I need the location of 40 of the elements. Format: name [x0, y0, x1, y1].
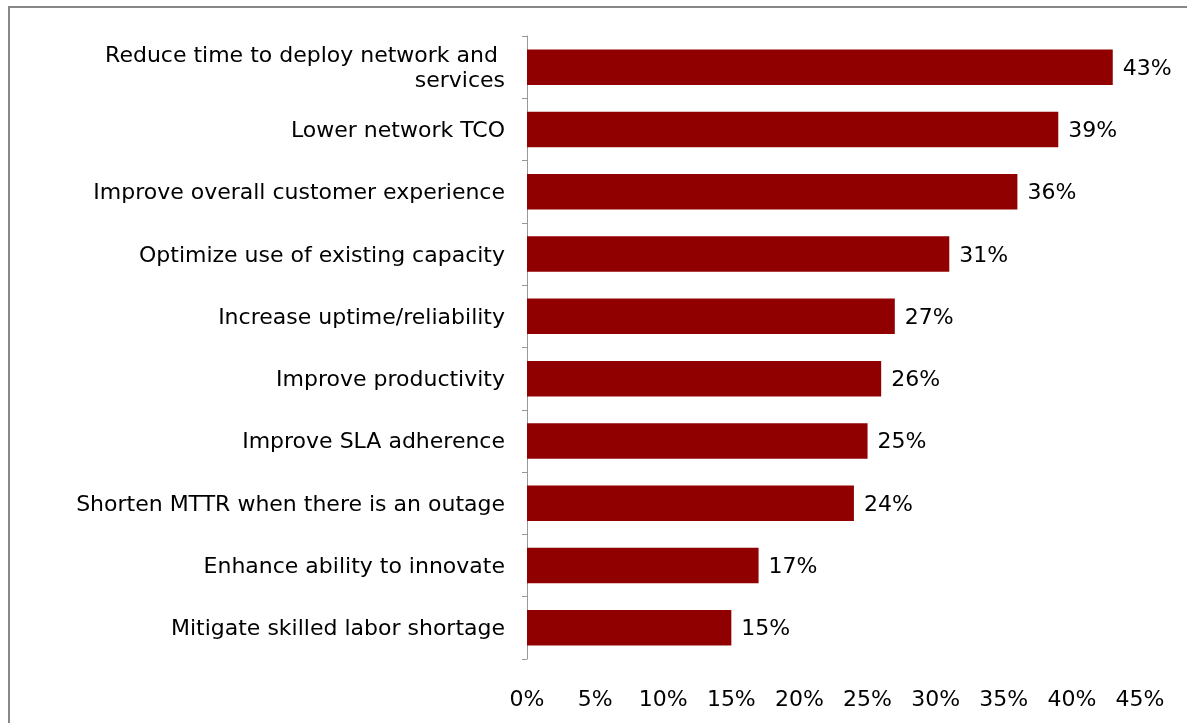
x-tick-label: 15%	[706, 685, 756, 711]
data-label: 31%	[959, 241, 1009, 267]
x-tick-label: 20%	[774, 685, 824, 711]
data-label: 17%	[768, 553, 818, 579]
y-tick-label: Optimize use of existing capacity	[138, 241, 505, 267]
bar	[527, 360, 882, 397]
data-label: 39%	[1068, 116, 1118, 142]
y-tick-label: Increase uptime/reliability	[218, 303, 505, 329]
bar	[527, 49, 1113, 85]
y-tick-label: Lower network TCO	[290, 116, 505, 142]
y-tick-label: Enhance ability to innovate	[203, 553, 505, 579]
bar	[527, 423, 868, 459]
bar	[527, 547, 759, 584]
y-tick-label: Improve productivity	[276, 366, 505, 392]
x-tick-label: 40%	[1047, 685, 1097, 711]
y-tick-label: Reduce time to deploy network and services	[105, 42, 505, 93]
data-label: 27%	[904, 303, 954, 329]
bar	[527, 298, 895, 335]
x-tick-label: 30%	[911, 685, 961, 711]
data-label: 25%	[877, 428, 927, 454]
bar	[527, 236, 950, 272]
data-label: 36%	[1027, 179, 1077, 205]
x-tick-label: 5%	[577, 685, 613, 711]
x-tick-label: 0%	[509, 685, 545, 711]
bar	[527, 610, 732, 646]
data-label: 24%	[863, 490, 913, 516]
y-tick-label: Improve SLA adherence	[242, 428, 505, 454]
y-tick-label: Improve overall customer experience	[93, 179, 505, 205]
y-tick-label: Mitigate skilled labor shortage	[170, 615, 505, 641]
x-tick-label: 25%	[843, 685, 893, 711]
bar	[527, 173, 1018, 210]
x-tick-label: 45%	[1115, 685, 1165, 711]
x-tick-label: 10%	[638, 685, 688, 711]
bar	[527, 485, 854, 522]
data-label: 15%	[741, 615, 791, 641]
data-label: 43%	[1122, 54, 1172, 80]
y-tick-label: Shorten MTTR when there is an outage	[76, 490, 505, 516]
bar	[527, 111, 1059, 148]
x-tick-label: 35%	[979, 685, 1029, 711]
data-label: 26%	[891, 366, 941, 392]
